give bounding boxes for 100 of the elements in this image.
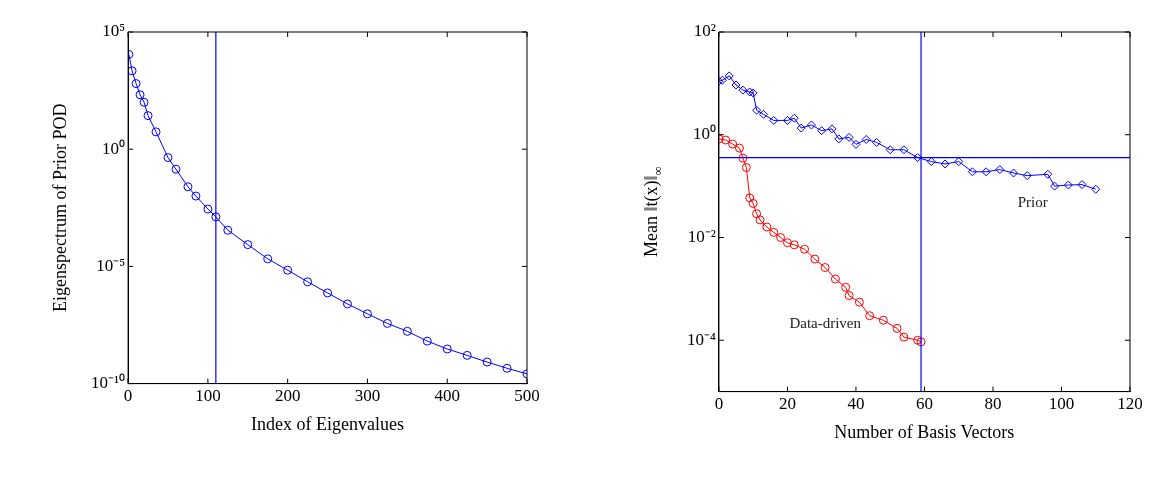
point: [734, 143, 744, 153]
point: [769, 227, 779, 237]
point: [1043, 169, 1053, 179]
point: [223, 225, 233, 235]
point: [721, 135, 731, 145]
point: [769, 115, 779, 125]
point: [462, 350, 472, 360]
y-tick-label: 10⁻²: [687, 226, 716, 246]
y-tick-label: 10⁻¹⁰: [90, 373, 126, 393]
point: [382, 318, 392, 328]
y-tick-label: 10²: [693, 21, 716, 41]
point: [303, 277, 313, 287]
point: [1063, 180, 1073, 190]
point: [913, 153, 923, 163]
point: [865, 311, 875, 321]
point: [861, 134, 871, 144]
point: [738, 85, 748, 95]
point: [844, 132, 854, 142]
point: [806, 120, 816, 130]
point: [899, 332, 909, 342]
point: [755, 215, 765, 225]
point: [926, 157, 936, 167]
point: [872, 137, 882, 147]
point: [752, 105, 762, 115]
point: [782, 238, 792, 248]
point: [789, 113, 799, 123]
point: [892, 323, 902, 333]
point: [728, 139, 738, 149]
point: [203, 204, 213, 214]
point: [827, 124, 837, 134]
point: [128, 66, 137, 76]
x-tick-label: 500: [514, 386, 540, 406]
y-tick-label: 10⁰: [102, 138, 126, 158]
y-axis-title: Eigenspectrum of Prior POD: [50, 103, 71, 313]
x-tick-label: 40: [847, 394, 865, 414]
point: [1077, 180, 1087, 190]
point: [820, 263, 830, 273]
point: [731, 80, 741, 90]
point: [323, 288, 333, 298]
x-tick-label: 80: [984, 394, 1002, 414]
point: [748, 198, 758, 208]
point: [502, 363, 512, 373]
point: [885, 145, 895, 155]
point: [171, 164, 181, 174]
point: [841, 282, 851, 292]
point: [139, 97, 149, 107]
point: [263, 254, 273, 264]
point: [135, 90, 145, 100]
x-tick-label: 400: [434, 386, 460, 406]
point: [745, 193, 755, 203]
point: [796, 123, 806, 133]
x-tick-label: 300: [354, 386, 381, 406]
point: [967, 167, 977, 177]
point: [362, 309, 372, 319]
point: [776, 232, 786, 242]
series-label: Prior: [1017, 194, 1048, 211]
point: [151, 127, 161, 137]
point: [482, 357, 492, 367]
x-tick-label: 60: [915, 394, 933, 414]
point: [183, 182, 193, 192]
y-tick-label: 10⁰: [692, 124, 716, 144]
x-tick-label: 120: [1117, 394, 1143, 414]
x-tick-label: 100: [195, 386, 221, 406]
point: [854, 297, 864, 307]
x-axis-title: Number of Basis Vectors: [834, 421, 1015, 442]
point: [342, 299, 352, 309]
point: [1022, 171, 1032, 181]
x-tick-label: 20: [778, 394, 796, 414]
y-tick-label: 10⁻⁴: [686, 329, 716, 349]
point: [940, 159, 950, 169]
series-label: Data-driven: [789, 314, 862, 331]
point: [800, 244, 810, 254]
point: [844, 291, 854, 301]
x-axis-title: Index of Eigenvalues: [251, 413, 405, 434]
point: [211, 212, 221, 222]
point: [1009, 168, 1019, 178]
x-tick-label: 200: [274, 386, 301, 406]
x-tick-label: 0: [714, 394, 724, 414]
point: [878, 315, 888, 325]
point: [143, 111, 153, 121]
y-tick-label: 10⁻⁵: [96, 255, 126, 275]
point: [243, 240, 253, 250]
point: [834, 134, 844, 144]
point: [1091, 184, 1101, 194]
point: [741, 163, 751, 173]
point: [163, 153, 173, 163]
point: [981, 167, 991, 177]
point: [442, 344, 452, 354]
point: [762, 222, 772, 232]
point: [899, 145, 909, 155]
point: [995, 165, 1005, 175]
point: [131, 79, 141, 89]
y-axis-title: Mean ‖t(x)‖∞: [640, 166, 666, 258]
point: [954, 157, 964, 167]
point: [851, 139, 861, 149]
point: [191, 191, 201, 201]
y-tick-label: 10⁵: [102, 21, 126, 41]
point: [422, 336, 432, 346]
x-tick-label: 0: [123, 386, 133, 406]
point: [752, 209, 762, 219]
